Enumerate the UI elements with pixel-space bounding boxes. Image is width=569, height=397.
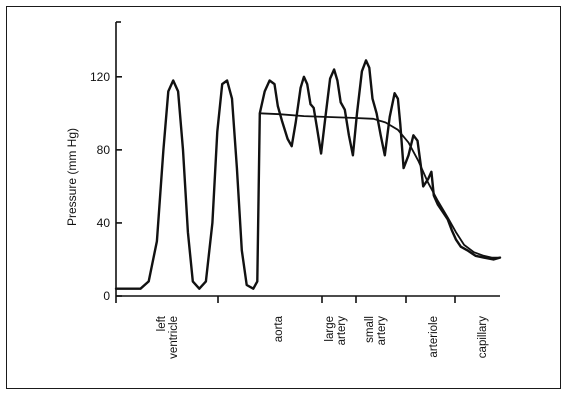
region-label-text: arteriole (428, 316, 440, 358)
region-label: small artery (364, 316, 388, 346)
region-label: capillary (477, 316, 489, 358)
region-label: large artery (324, 316, 348, 346)
region-label-text: small (364, 316, 376, 343)
y-axis-label: Pressure (mm Hg) (65, 128, 79, 226)
region-label-text: artery (376, 316, 388, 346)
region-label-text: artery (336, 316, 348, 346)
region-label-text: ventricle (168, 316, 180, 359)
series-group (114, 59, 502, 290)
region-label: aorta (273, 315, 285, 342)
y-tick-label: 0 (103, 289, 110, 303)
figure-frame (6, 6, 561, 389)
mean-pressure-line (258, 112, 501, 259)
y-ticks: 0 40 80 120 (90, 70, 122, 303)
y-tick-label: 80 (97, 143, 111, 157)
region-label-text: left (156, 315, 168, 331)
region-label: arteriole (428, 316, 440, 358)
region-label-text: aorta (273, 315, 285, 342)
pulsatile-pressure-line (114, 59, 502, 290)
region-label-text: large (324, 316, 336, 342)
y-tick-label: 120 (90, 70, 110, 84)
region-label: left ventricle (156, 315, 180, 359)
region-labels: left ventricle aorta large artery small artery… (156, 315, 489, 359)
region-label-text: capillary (477, 316, 489, 358)
y-tick-label: 40 (97, 216, 111, 230)
region-dividers (115, 296, 456, 303)
